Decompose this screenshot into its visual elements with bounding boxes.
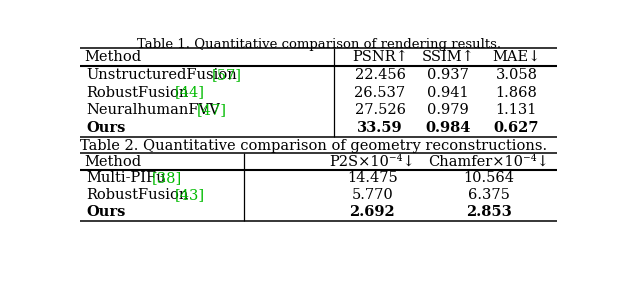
Text: P2S×10⁻⁴↓: P2S×10⁻⁴↓ — [330, 154, 415, 169]
Text: Table 2. Quantitative comparison of geometry reconstructions.: Table 2. Quantitative comparison of geom… — [80, 139, 547, 153]
Text: RobustFusion: RobustFusion — [86, 188, 188, 203]
Text: NeuralhumanFVV: NeuralhumanFVV — [86, 103, 220, 117]
Text: Table 1. Quantitative comparison of rendering results.: Table 1. Quantitative comparison of rend… — [137, 38, 501, 51]
Text: 0.941: 0.941 — [427, 85, 469, 100]
Text: 1.131: 1.131 — [496, 103, 537, 117]
Text: RobustFusion: RobustFusion — [86, 85, 188, 100]
Text: 0.627: 0.627 — [494, 121, 539, 135]
Text: [44]: [44] — [175, 85, 205, 100]
Text: 6.375: 6.375 — [468, 188, 509, 203]
Text: Method: Method — [85, 50, 142, 64]
Text: [38]: [38] — [152, 172, 182, 185]
Text: 2.692: 2.692 — [350, 205, 395, 219]
Text: MAE↓: MAE↓ — [492, 50, 541, 64]
Text: 26.537: 26.537 — [355, 85, 406, 100]
Text: 5.770: 5.770 — [351, 188, 393, 203]
Text: 2.853: 2.853 — [466, 205, 511, 219]
Text: 0.984: 0.984 — [425, 121, 471, 135]
Text: Chamfer×10⁻⁴↓: Chamfer×10⁻⁴↓ — [428, 154, 549, 169]
Text: [43]: [43] — [175, 188, 205, 203]
Text: 27.526: 27.526 — [355, 103, 406, 117]
Text: SSIM↑: SSIM↑ — [422, 50, 475, 64]
Text: PSNR↑: PSNR↑ — [352, 50, 408, 64]
Text: Ours: Ours — [86, 205, 126, 219]
Text: Ours: Ours — [86, 121, 126, 135]
Text: 0.937: 0.937 — [427, 68, 469, 82]
Text: 22.456: 22.456 — [355, 68, 406, 82]
Text: [47]: [47] — [197, 103, 226, 117]
Text: 1.868: 1.868 — [496, 85, 537, 100]
Text: 0.979: 0.979 — [427, 103, 469, 117]
Text: 33.59: 33.59 — [357, 121, 403, 135]
Text: 14.475: 14.475 — [347, 172, 397, 185]
Text: 3.058: 3.058 — [495, 68, 537, 82]
Text: [57]: [57] — [212, 68, 242, 82]
Text: 10.564: 10.564 — [463, 172, 514, 185]
Text: Method: Method — [85, 154, 142, 169]
Text: Multi-PIFu: Multi-PIFu — [86, 172, 166, 185]
Text: UnstructuredFusion: UnstructuredFusion — [86, 68, 237, 82]
